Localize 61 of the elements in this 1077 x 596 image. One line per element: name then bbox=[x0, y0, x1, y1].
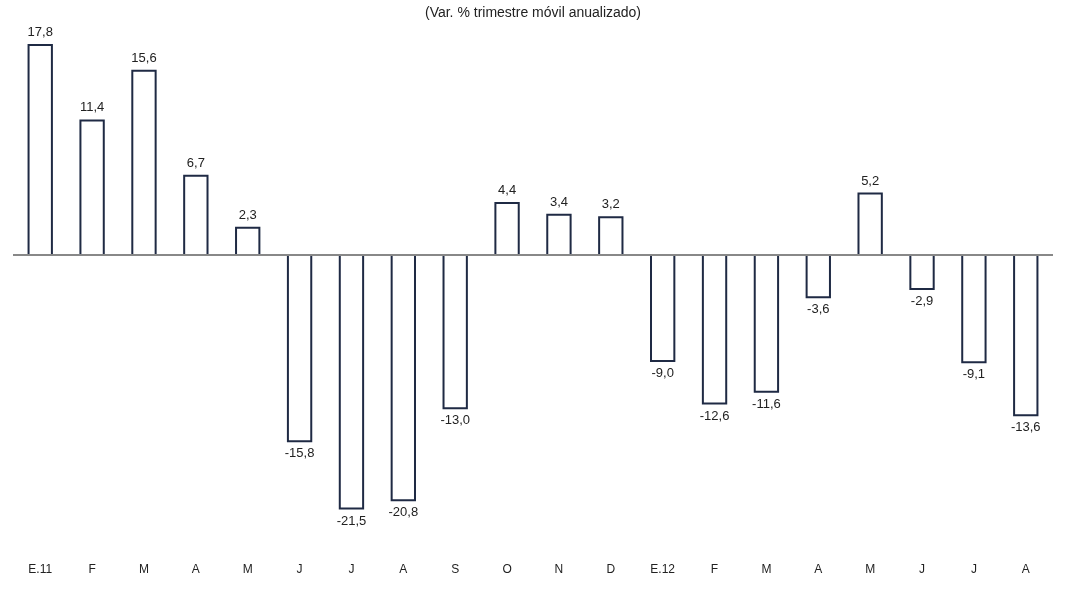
bar bbox=[909, 253, 935, 291]
data-label: -3,6 bbox=[807, 301, 830, 317]
data-label: -21,5 bbox=[336, 512, 367, 528]
data-label: 6,7 bbox=[186, 154, 205, 170]
data-label: -9,1 bbox=[962, 366, 986, 382]
bar bbox=[235, 226, 261, 256]
x-tick-label: O bbox=[502, 561, 512, 576]
x-tick-label: F bbox=[88, 561, 96, 576]
bar bbox=[753, 253, 780, 393]
bar bbox=[650, 253, 676, 363]
data-label: 5,2 bbox=[861, 172, 880, 188]
data-label: -9,0 bbox=[651, 365, 674, 381]
data-label: 17,8 bbox=[27, 23, 53, 39]
bar bbox=[27, 43, 53, 256]
bar bbox=[338, 253, 365, 510]
data-label: 4,4 bbox=[498, 181, 517, 197]
bar bbox=[1013, 253, 1039, 417]
data-label: 3,2 bbox=[601, 196, 620, 212]
data-label: -13,0 bbox=[440, 412, 471, 428]
x-tick-label: E.11 bbox=[28, 561, 53, 576]
bar bbox=[598, 216, 624, 256]
bar bbox=[79, 119, 105, 256]
data-label: -20,8 bbox=[388, 504, 419, 520]
bar bbox=[442, 253, 468, 410]
bar bbox=[701, 253, 728, 405]
x-tick-label: M bbox=[865, 561, 876, 576]
x-tick-label: E.12 bbox=[650, 561, 676, 576]
x-tick-label: J bbox=[919, 561, 926, 576]
bar bbox=[131, 69, 157, 256]
x-tick-label: A bbox=[399, 561, 408, 576]
bar bbox=[546, 213, 572, 256]
data-label: -11,6 bbox=[752, 395, 781, 411]
data-label: 3,4 bbox=[549, 193, 568, 209]
x-tick-label: F bbox=[710, 561, 719, 576]
bar bbox=[857, 192, 883, 256]
data-label: 2,3 bbox=[238, 206, 257, 222]
bar bbox=[183, 174, 209, 256]
bar bbox=[961, 253, 987, 364]
x-tick-label: A bbox=[191, 561, 200, 576]
data-label: 11,4 bbox=[79, 99, 105, 115]
x-tick-label: J bbox=[348, 561, 355, 576]
data-label: -15,8 bbox=[284, 445, 315, 461]
bar bbox=[390, 253, 416, 502]
data-label: 15,6 bbox=[131, 49, 157, 65]
x-tick-label: M bbox=[761, 561, 772, 576]
data-label: -12,6 bbox=[699, 407, 730, 423]
data-label: -13,6 bbox=[1010, 419, 1041, 435]
data-label: -2,9 bbox=[910, 293, 934, 309]
x-tick-label: J bbox=[296, 561, 303, 576]
x-tick-label: D bbox=[606, 561, 616, 576]
x-tick-label: M bbox=[138, 561, 149, 576]
bar bbox=[494, 201, 520, 256]
x-tick-label: A bbox=[814, 561, 823, 576]
bar bbox=[805, 253, 831, 299]
x-tick-label: A bbox=[1021, 561, 1030, 576]
x-tick-label: S bbox=[451, 561, 460, 576]
bar bbox=[286, 253, 313, 443]
x-tick-label: M bbox=[242, 561, 253, 576]
x-tick-label: J bbox=[970, 561, 977, 576]
x-tick-label: N bbox=[554, 561, 564, 576]
chart-title: (Var. % trimestre móvil anualizado) bbox=[424, 3, 642, 20]
